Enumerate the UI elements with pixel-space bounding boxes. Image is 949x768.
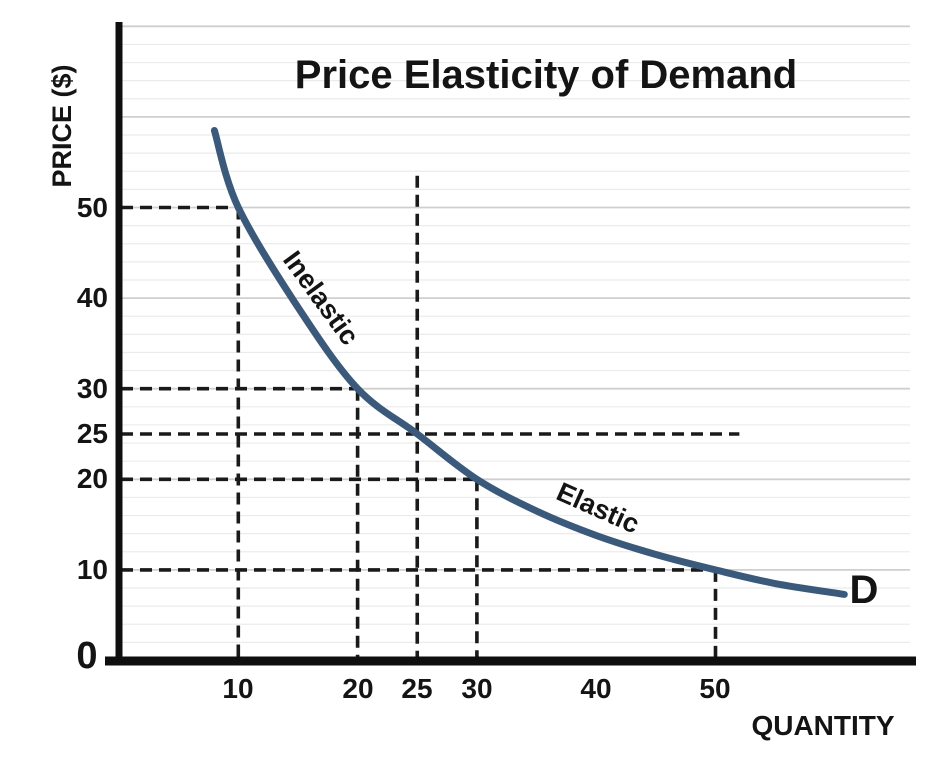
x-tick-label-20: 20 (342, 673, 374, 704)
demand-curve-layer (210, 127, 848, 598)
y-tick-label-25: 25 (76, 418, 108, 449)
x-tick-label-10: 10 (222, 673, 254, 704)
y-tick-label-30: 30 (76, 373, 108, 404)
x-tick-label-30: 30 (461, 673, 493, 704)
y-tick-label-20: 20 (76, 463, 108, 494)
chart-title: Price Elasticity of Demand (294, 53, 798, 97)
reference-lines-layer (121, 175, 740, 658)
x-tick-label-25: 25 (401, 673, 433, 704)
y-tick-label-10: 10 (76, 554, 108, 585)
y-tick-label-40: 40 (76, 282, 108, 313)
demand-curve (210, 127, 848, 598)
demand-curve-label: D (849, 568, 879, 612)
grid-layer (119, 25, 910, 643)
axes-layer (105, 22, 916, 666)
x-axis-title: QUANTITY (751, 710, 895, 741)
x-tick-label-50: 50 (699, 673, 731, 704)
origin-label: 0 (76, 635, 98, 677)
y-tick-label-50: 50 (76, 192, 108, 223)
x-tick-label-40: 40 (580, 673, 612, 704)
y-axis-title: PRICE ($) (47, 64, 77, 188)
